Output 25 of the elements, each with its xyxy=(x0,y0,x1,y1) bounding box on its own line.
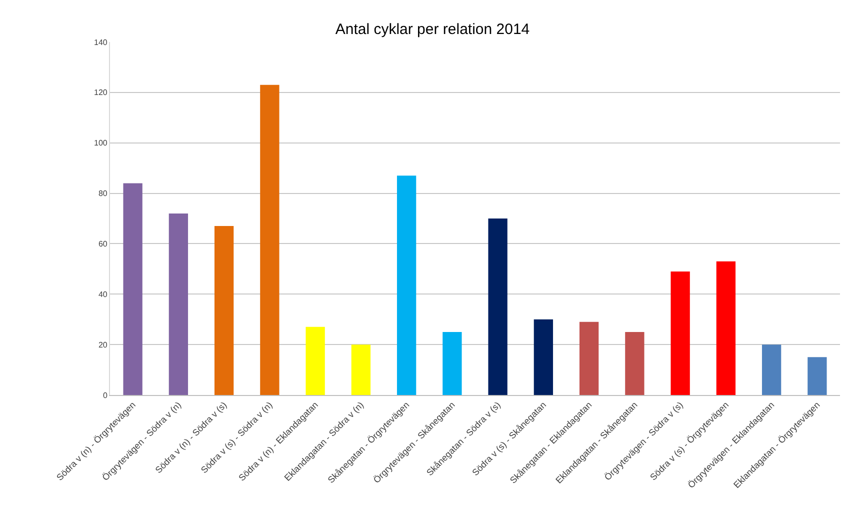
bar xyxy=(762,344,782,395)
y-tick-label: 20 xyxy=(98,340,108,350)
y-tick-label: 40 xyxy=(98,290,108,299)
y-tick-label: 80 xyxy=(98,189,108,198)
y-tick-label: 60 xyxy=(98,240,108,249)
bar xyxy=(488,218,508,395)
bar xyxy=(214,226,234,395)
bar xyxy=(260,84,280,395)
bar xyxy=(123,183,142,395)
bar xyxy=(396,176,416,395)
y-tick-label: 0 xyxy=(102,390,108,400)
bar xyxy=(351,344,371,395)
bar xyxy=(579,322,599,395)
chart-title: Antal cyklar per relation 2014 xyxy=(335,21,530,38)
bar xyxy=(442,332,462,395)
y-tick-label: 120 xyxy=(94,88,108,98)
bar xyxy=(808,357,827,395)
bar xyxy=(670,271,690,395)
y-tick-label: 140 xyxy=(94,38,108,47)
bar xyxy=(716,261,736,395)
bar xyxy=(168,213,188,395)
bar xyxy=(306,326,325,395)
bar xyxy=(534,319,554,395)
y-tick-label: 100 xyxy=(94,138,108,148)
bar xyxy=(625,332,644,395)
